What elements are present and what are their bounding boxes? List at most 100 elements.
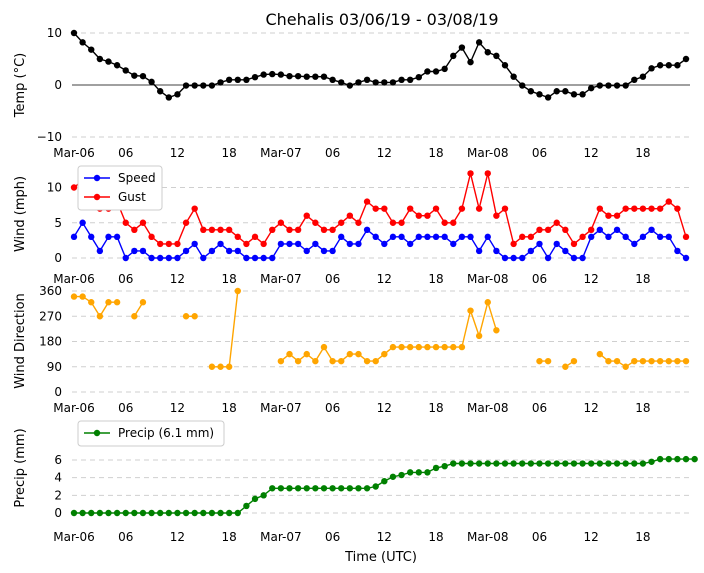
data-point-gust (570, 240, 578, 248)
data-point-gust (458, 205, 466, 212)
data-point-direction (682, 357, 690, 365)
data-point-direction (622, 363, 629, 370)
data-point-precip (579, 460, 586, 467)
data-point-precip (527, 460, 535, 467)
data-point-direction (346, 350, 354, 358)
legend-marker-speed (93, 174, 101, 182)
data-point-gust (277, 219, 285, 226)
data-point-direction (562, 363, 569, 370)
x-tick-label: Mar-06 (53, 401, 94, 415)
data-point-speed (225, 247, 233, 255)
data-point-speed (372, 233, 379, 241)
data-point-precip (622, 460, 629, 467)
data-point-precip (398, 471, 405, 479)
data-point-gust (139, 219, 147, 226)
data-point-direction (79, 293, 86, 300)
data-point-speed (303, 247, 310, 255)
data-point-direction (424, 343, 431, 351)
y-tick-label: 5 (54, 216, 62, 230)
y-tick-label: 10 (47, 26, 62, 40)
data-point-gust (312, 219, 319, 226)
data-point-direction (277, 357, 285, 365)
data-point-speed (588, 233, 595, 241)
data-point-gust (381, 205, 388, 212)
x-tick-label: 18 (222, 146, 237, 160)
data-point-direction (415, 343, 422, 351)
data-point-temp (389, 79, 397, 86)
data-point-gust (450, 219, 457, 226)
data-point-temp (208, 82, 216, 89)
data-point-precip (544, 460, 552, 467)
data-point-precip (225, 509, 233, 517)
data-point-speed (484, 233, 491, 241)
legend-box (77, 420, 225, 447)
y-axis-label: Precip (mm) (13, 428, 28, 507)
data-point-temp (622, 82, 629, 89)
data-point-gust (148, 233, 155, 241)
x-tick-label: Mar-06 (53, 272, 94, 286)
data-point-temp (381, 79, 388, 86)
data-point-temp (157, 88, 164, 95)
data-point-speed (381, 240, 388, 248)
x-tick-label: 12 (170, 146, 185, 160)
data-point-precip (122, 509, 129, 517)
data-point-temp (665, 62, 672, 69)
data-point-gust (208, 226, 216, 233)
data-point-speed (527, 247, 535, 255)
data-point-speed (475, 247, 483, 255)
data-point-gust (588, 226, 595, 233)
legend-marker-gust (93, 193, 101, 201)
data-point-gust (424, 212, 431, 219)
data-point-precip (157, 509, 164, 517)
data-point-speed (157, 254, 164, 262)
data-point-gust (329, 226, 336, 233)
y-axis-label: Wind Direction (13, 293, 28, 389)
series-line-direction (74, 290, 686, 368)
data-point-precip (415, 469, 422, 476)
data-point-precip (79, 509, 86, 517)
data-point-speed (432, 233, 440, 241)
data-point-temp (139, 72, 147, 80)
data-point-gust (527, 233, 535, 241)
data-point-gust (648, 205, 655, 212)
data-point-temp (182, 82, 190, 89)
data-point-temp (217, 79, 224, 86)
data-point-gust (157, 240, 164, 248)
data-point-speed (217, 240, 224, 248)
series-line-gust (73, 173, 687, 246)
data-point-precip (113, 509, 121, 517)
x-tick-label: 18 (428, 146, 443, 160)
data-point-speed (570, 254, 578, 262)
data-point-precip (458, 460, 466, 467)
series-gust (70, 170, 690, 248)
data-point-speed (79, 219, 86, 226)
x-tick-label: 12 (170, 401, 185, 415)
data-point-direction (648, 357, 655, 365)
data-point-direction (88, 299, 95, 306)
data-point-speed (665, 233, 672, 241)
data-point-temp (122, 67, 129, 74)
data-point-temp (251, 74, 259, 81)
data-point-gust (174, 240, 181, 248)
data-point-gust (251, 233, 259, 241)
data-point-speed (613, 226, 621, 233)
x-axis-label: Time (UTC) (344, 550, 417, 565)
data-point-precip (200, 509, 207, 517)
legend: Speed Gust (77, 165, 163, 211)
data-point-precip (312, 485, 319, 492)
data-point-speed (553, 240, 560, 248)
panel-1: 10 0 −10 Temp (°C) Mar-06 06 12 18 Mar-07 06 12 18 M… (13, 26, 690, 160)
data-point-direction (286, 350, 293, 358)
data-point-speed (605, 233, 612, 241)
data-point-precip (613, 460, 621, 467)
data-point-temp (441, 65, 448, 73)
data-point-direction (544, 357, 552, 365)
data-point-speed (320, 247, 328, 255)
x-tick-label: 06 (118, 401, 133, 415)
x-tick-label: 06 (118, 272, 133, 286)
data-point-speed (510, 254, 517, 262)
data-point-precip (217, 509, 224, 517)
data-point-precip (467, 460, 474, 467)
y-tick-label: 0 (54, 251, 62, 265)
data-point-precip (294, 485, 302, 492)
